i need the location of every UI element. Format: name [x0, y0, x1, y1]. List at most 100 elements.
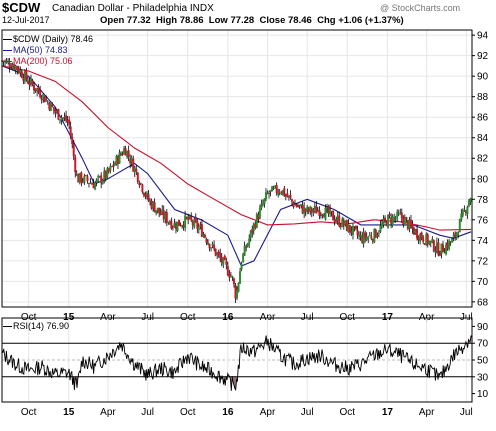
rsi-x-tick-label: Oct — [340, 407, 356, 418]
rsi-line — [1, 335, 472, 392]
close-label: Close — [259, 15, 286, 26]
rsi-x-tick-label: 17 — [382, 407, 394, 418]
candle-body — [437, 242, 440, 256]
main-plot-frame — [1, 29, 473, 308]
candle-body — [126, 151, 129, 158]
candle-body — [351, 226, 354, 235]
candle-body — [173, 223, 176, 228]
candle-body — [219, 253, 222, 259]
candle-body — [261, 203, 264, 205]
legend-rsi-swatch — [3, 326, 12, 328]
rsi-x-tick-label: Apr — [100, 407, 116, 418]
candle-body — [28, 82, 31, 85]
candle-body — [46, 101, 49, 103]
rsi-x-tick-label: Jul — [301, 407, 314, 418]
candle-body — [373, 228, 376, 243]
candle-body — [182, 224, 185, 228]
candle-body — [136, 172, 139, 183]
chg-label: Chg — [317, 15, 336, 26]
low-label: Low — [208, 15, 228, 26]
candle-body — [242, 253, 245, 263]
candle-body — [440, 243, 443, 255]
candle-body — [391, 216, 394, 226]
candle-body — [365, 236, 368, 240]
candle-body — [355, 226, 358, 230]
candle-body — [16, 66, 19, 70]
candle-body — [110, 166, 113, 168]
candle-body — [394, 218, 397, 219]
candle-body — [452, 235, 455, 238]
candle-body — [387, 214, 390, 228]
candle-body — [432, 240, 435, 252]
candle-body — [199, 225, 202, 227]
candle-body — [13, 63, 16, 70]
candle-body — [77, 175, 80, 183]
candle-body — [164, 213, 167, 220]
candle-body — [448, 240, 451, 250]
candle-body — [293, 204, 296, 206]
candle-body — [133, 167, 136, 173]
candle-body — [153, 202, 156, 213]
ma50-line — [1, 65, 472, 267]
candle-body — [208, 244, 211, 249]
candle-body — [313, 206, 316, 210]
candle-body — [269, 190, 272, 192]
candle-body — [191, 221, 194, 225]
main-y-tick-label: 88 — [477, 92, 489, 103]
candle-body — [426, 234, 429, 245]
rsi-x-tick-label: Oct — [180, 407, 196, 418]
symbol-name: Canadian Dollar - Philadelphia — [52, 3, 188, 14]
candle-body — [80, 172, 83, 183]
candle-body — [23, 71, 26, 82]
candle-body — [11, 65, 14, 69]
rsi-overbought-fill — [264, 335, 267, 344]
candle-body — [142, 192, 145, 196]
rsi-y-tick-label: 90 — [477, 322, 489, 333]
candle-body — [144, 194, 147, 197]
candle-body — [100, 175, 103, 184]
rsi-x-tick-label: 15 — [63, 407, 75, 418]
candle-body — [348, 225, 351, 232]
candle-body — [72, 144, 75, 157]
candle-body — [413, 228, 416, 235]
candle-body — [213, 245, 216, 249]
candle-body — [384, 217, 387, 221]
candle-body — [297, 206, 300, 207]
candle-body — [97, 176, 100, 178]
candle-body — [255, 214, 258, 228]
candle-body — [113, 163, 116, 166]
candle-body — [429, 240, 432, 243]
candle-body — [353, 226, 356, 228]
candle-body — [104, 170, 107, 179]
candle-body — [141, 184, 144, 193]
candle-body — [194, 217, 197, 222]
candle-body — [205, 238, 208, 243]
candle-body — [304, 208, 307, 212]
candle-body — [374, 230, 377, 238]
candle-body — [34, 88, 37, 92]
main-y-tick-label: 94 — [477, 31, 489, 42]
candle-body — [335, 220, 338, 222]
candle-body — [379, 225, 382, 232]
candle-body — [8, 62, 11, 68]
candle-body — [234, 285, 237, 299]
candle-body — [176, 221, 179, 231]
candle-body — [36, 88, 39, 92]
candle-body — [207, 242, 210, 245]
candle-body — [58, 119, 61, 121]
candle-body — [310, 208, 313, 213]
candle-body — [333, 219, 336, 223]
candle-body — [278, 192, 281, 194]
rsi-x-tick-label: Apr — [260, 407, 276, 418]
candle-body — [42, 94, 45, 99]
candle-body — [130, 158, 133, 163]
candle-body — [158, 207, 161, 214]
candle-body — [216, 253, 219, 255]
candle-body — [264, 192, 267, 199]
candle-body — [409, 219, 412, 226]
candle-body — [248, 238, 251, 245]
main-y-tick-label: 68 — [477, 297, 489, 308]
candle-body — [149, 200, 152, 202]
candle-body — [107, 168, 110, 172]
